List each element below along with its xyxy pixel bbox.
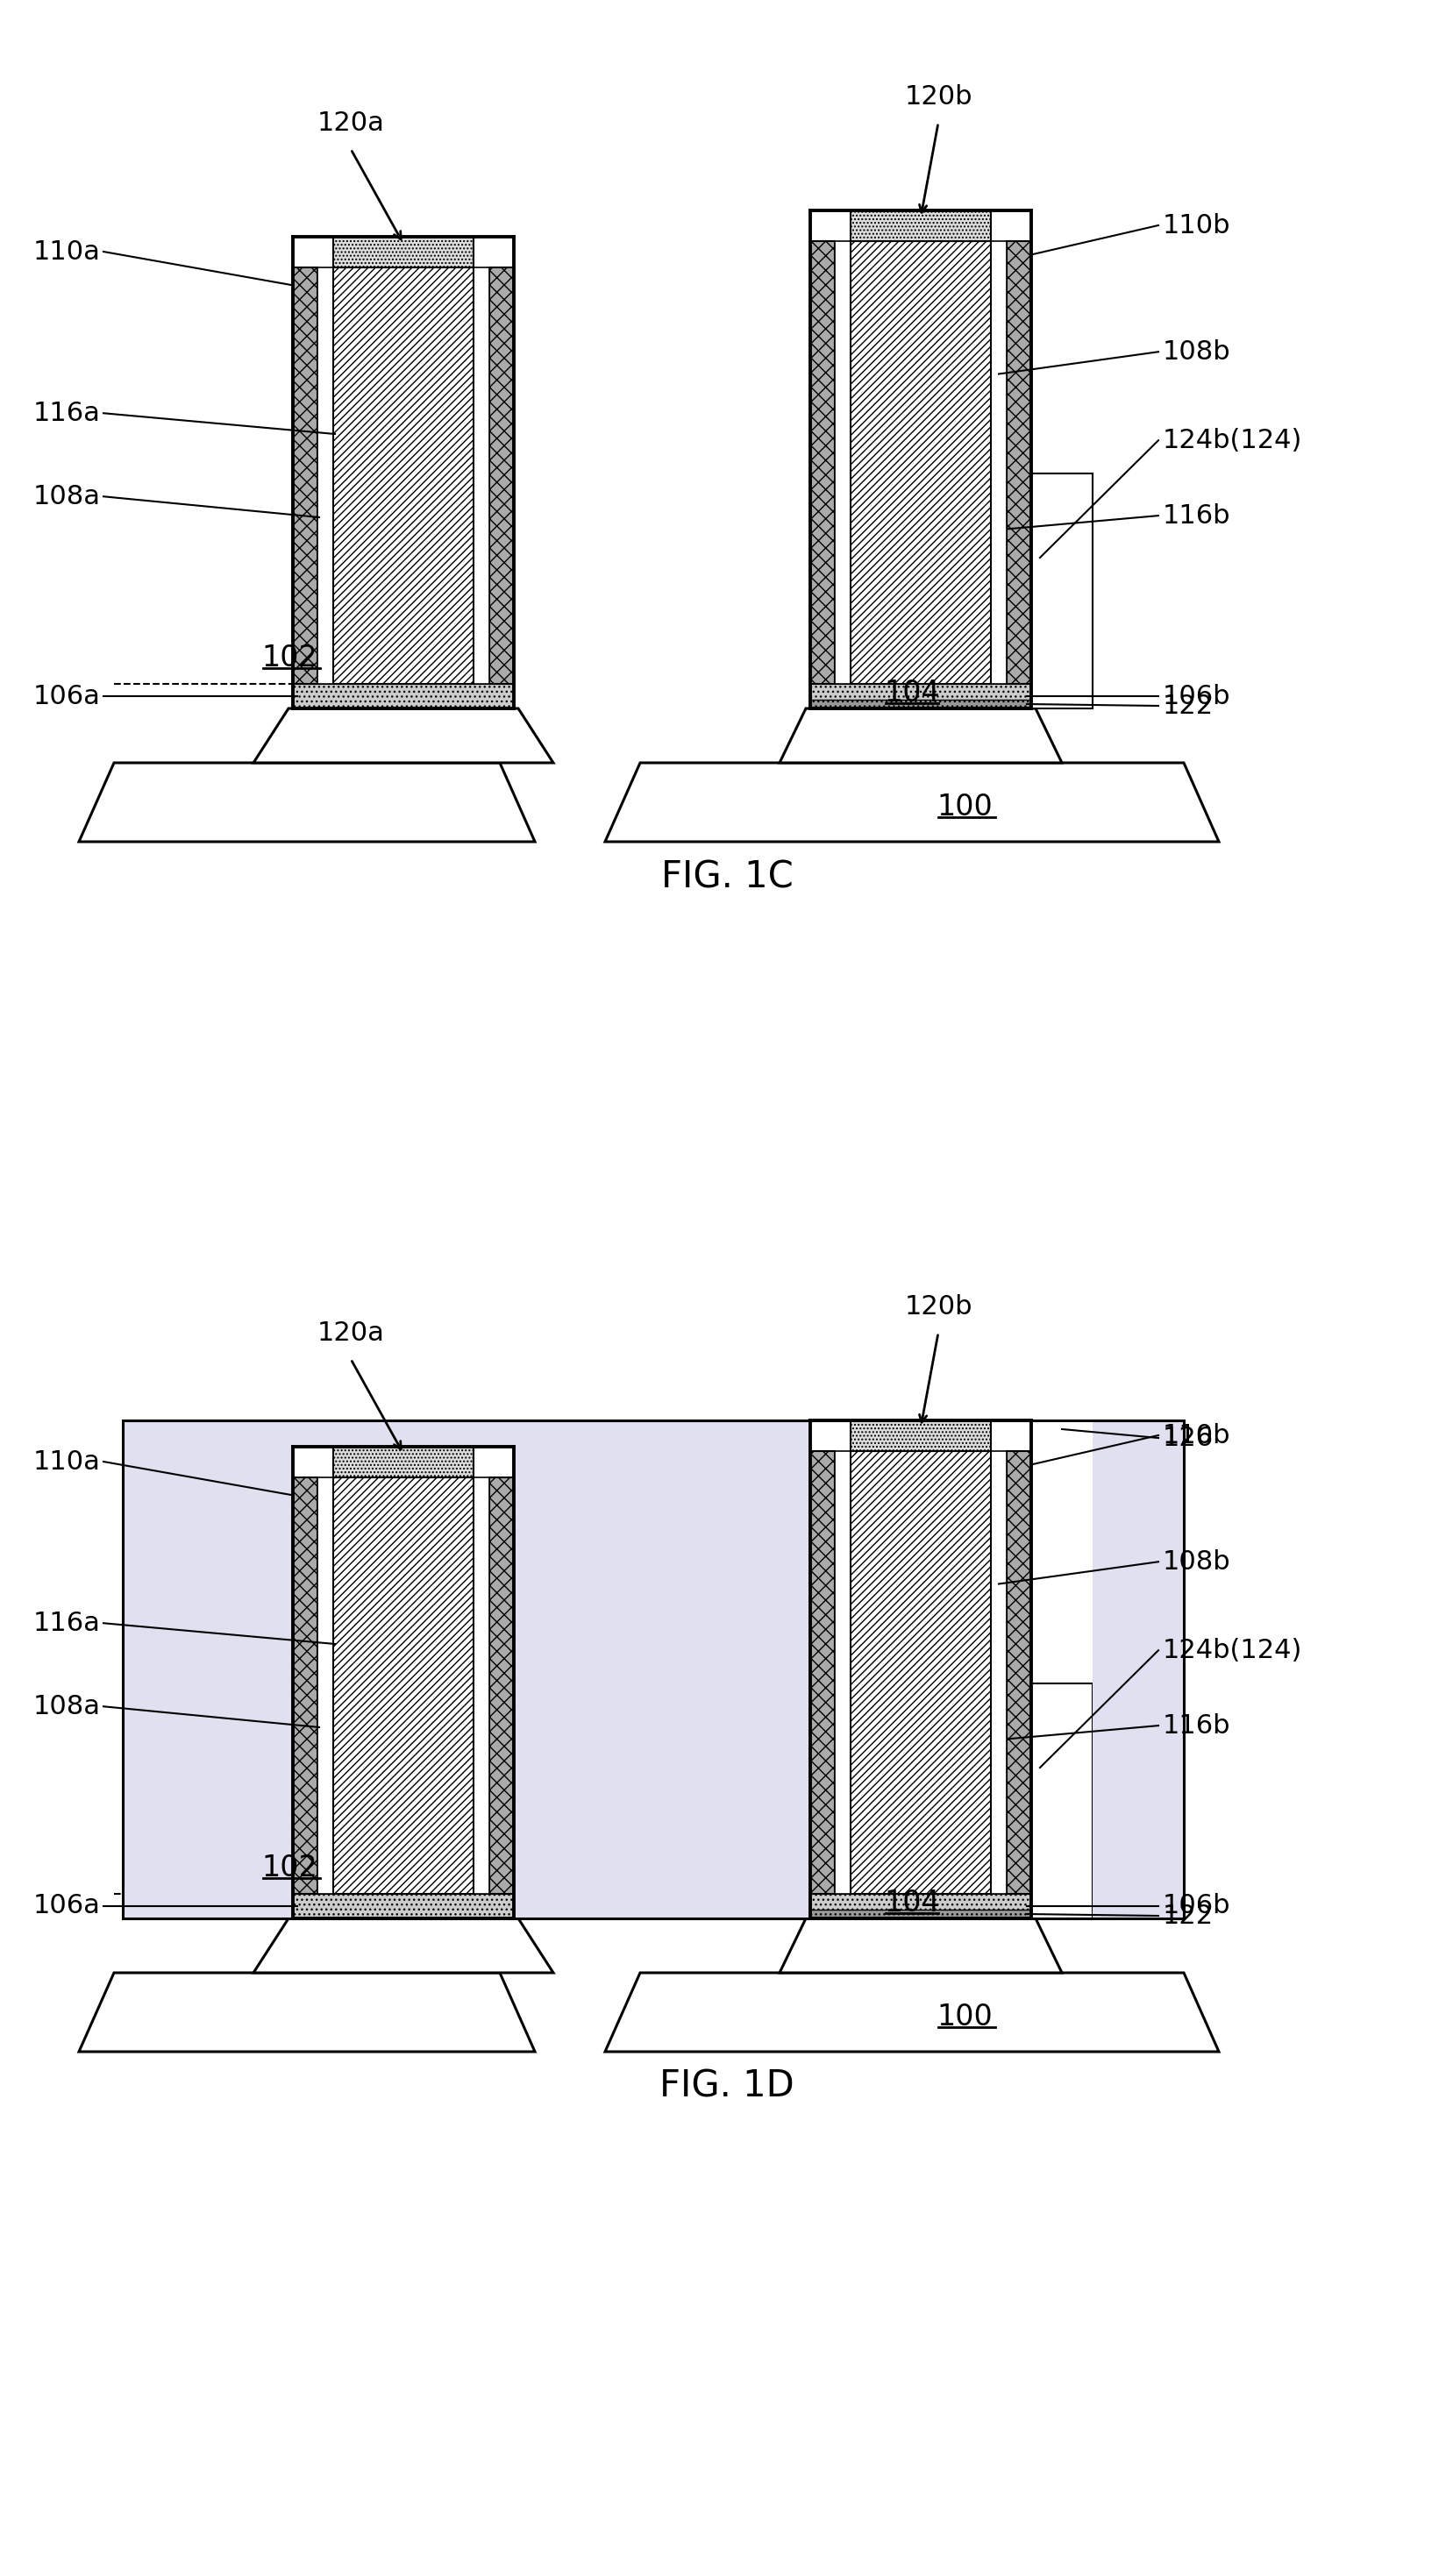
Bar bbox=[333, 1479, 474, 1893]
Text: 120b: 120b bbox=[904, 1293, 972, 1319]
Bar bbox=[474, 1479, 490, 1893]
Bar bbox=[1005, 242, 1030, 683]
Bar bbox=[474, 268, 490, 683]
Polygon shape bbox=[779, 1919, 1061, 1973]
Text: 110a: 110a bbox=[33, 240, 100, 265]
Text: 116a: 116a bbox=[33, 399, 100, 425]
Bar bbox=[122, 1419, 292, 1919]
Text: 110b: 110b bbox=[1162, 1422, 1231, 1448]
Text: 108a: 108a bbox=[33, 1695, 100, 1718]
Bar bbox=[834, 242, 850, 683]
Text: 120a: 120a bbox=[317, 1321, 384, 1345]
Text: FIG. 1D: FIG. 1D bbox=[660, 2069, 793, 2105]
Polygon shape bbox=[78, 762, 535, 842]
Bar bbox=[292, 1893, 513, 1919]
Text: 102: 102 bbox=[262, 644, 317, 672]
Bar bbox=[1005, 1450, 1030, 1893]
Bar bbox=[122, 1419, 1183, 1919]
Text: 104: 104 bbox=[883, 1888, 939, 1917]
Polygon shape bbox=[779, 708, 1061, 762]
Bar bbox=[513, 1419, 809, 1919]
Text: 122: 122 bbox=[1162, 693, 1213, 719]
Bar bbox=[1030, 474, 1093, 708]
Text: 110a: 110a bbox=[33, 1448, 100, 1473]
Bar bbox=[292, 1479, 317, 1893]
Text: 108a: 108a bbox=[33, 484, 100, 510]
Text: 100: 100 bbox=[936, 793, 992, 822]
Text: 120a: 120a bbox=[317, 111, 384, 137]
Text: 108b: 108b bbox=[1162, 340, 1231, 366]
Text: 106a: 106a bbox=[33, 683, 100, 708]
Text: 108b: 108b bbox=[1162, 1548, 1231, 1574]
Text: 126: 126 bbox=[1162, 1425, 1213, 1450]
Text: 102: 102 bbox=[262, 1852, 317, 1883]
Polygon shape bbox=[253, 1919, 554, 1973]
Text: 106a: 106a bbox=[33, 1893, 100, 1919]
Text: 120b: 120b bbox=[904, 85, 972, 111]
Bar bbox=[809, 242, 834, 683]
Text: 116b: 116b bbox=[1162, 502, 1231, 528]
Bar bbox=[850, 1419, 991, 1450]
Text: 124b(124): 124b(124) bbox=[1162, 1638, 1302, 1664]
Text: 124b(124): 124b(124) bbox=[1162, 428, 1302, 453]
Bar bbox=[809, 1909, 1030, 1919]
Bar bbox=[1030, 1685, 1093, 1919]
Bar bbox=[317, 1479, 333, 1893]
Bar bbox=[850, 211, 991, 242]
Polygon shape bbox=[604, 1973, 1218, 2050]
Polygon shape bbox=[253, 708, 554, 762]
Text: 100: 100 bbox=[936, 2002, 992, 2030]
Bar bbox=[850, 1450, 991, 1893]
Bar bbox=[490, 268, 513, 683]
Text: 122: 122 bbox=[1162, 1904, 1213, 1929]
Bar bbox=[333, 237, 474, 268]
Bar bbox=[850, 242, 991, 683]
Polygon shape bbox=[78, 1973, 535, 2050]
Text: FIG. 1C: FIG. 1C bbox=[661, 858, 792, 896]
Bar bbox=[1093, 1419, 1183, 1919]
Polygon shape bbox=[604, 762, 1218, 842]
Bar bbox=[333, 1448, 474, 1479]
Text: 106b: 106b bbox=[1162, 1893, 1231, 1919]
Text: 104: 104 bbox=[883, 677, 939, 708]
Text: 116b: 116b bbox=[1162, 1713, 1231, 1739]
Bar bbox=[809, 1893, 1030, 1919]
Bar bbox=[991, 1450, 1005, 1893]
Bar bbox=[809, 1450, 834, 1893]
Bar bbox=[317, 268, 333, 683]
Bar bbox=[292, 1419, 513, 1448]
Bar bbox=[809, 701, 1030, 708]
Bar bbox=[490, 1479, 513, 1893]
Bar bbox=[292, 683, 513, 708]
Bar bbox=[292, 268, 317, 683]
Text: 110b: 110b bbox=[1162, 214, 1231, 237]
Bar bbox=[991, 242, 1005, 683]
Bar bbox=[809, 683, 1030, 708]
Text: 106b: 106b bbox=[1162, 683, 1231, 708]
Text: 116a: 116a bbox=[33, 1610, 100, 1636]
Bar bbox=[834, 1450, 850, 1893]
Bar bbox=[333, 268, 474, 683]
